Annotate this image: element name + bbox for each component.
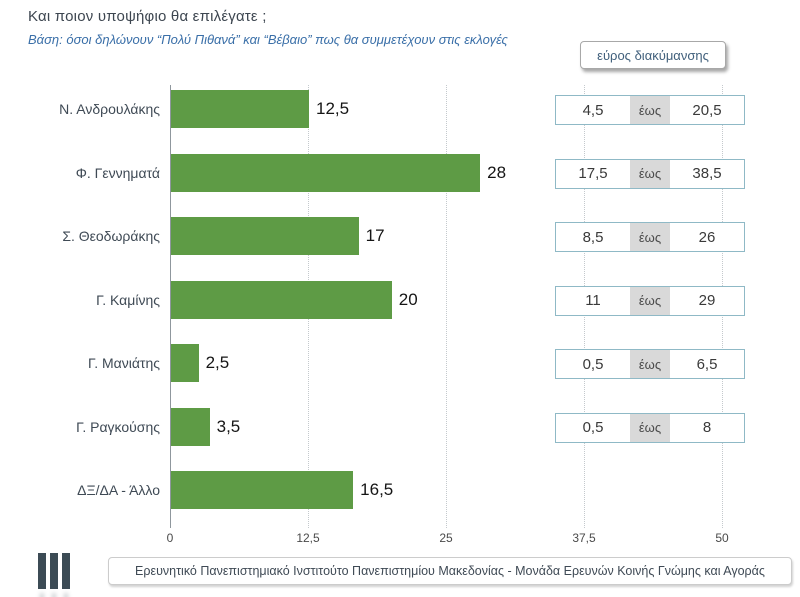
bar-value-label: 17 <box>365 226 385 245</box>
x-tick-label: 37,5 <box>572 531 596 545</box>
range-low: 0,5 <box>582 419 604 436</box>
logo-bar <box>62 553 70 589</box>
range-high: 29 <box>698 292 716 309</box>
bar-value-label: 16,5 <box>360 480 394 499</box>
category-label: Γ. Καμίνης <box>96 291 160 308</box>
x-tick-label: 50 <box>715 531 729 545</box>
category-label: Σ. Θεοδωράκης <box>62 228 160 244</box>
gridline <box>446 85 447 528</box>
logo-bar <box>50 553 58 589</box>
range-low: 0,5 <box>582 355 604 373</box>
range-box: 0,5 έως 6,5 <box>555 349 745 379</box>
range-box: 8,5 έως 26 <box>555 222 745 252</box>
bar <box>171 344 199 382</box>
range-high: 6,5 <box>696 355 718 373</box>
x-tick-label: 25 <box>439 531 453 545</box>
range-separator-eos: έως <box>630 286 670 315</box>
range-separator-eos: έως <box>630 413 670 442</box>
range-box: 11 έως 29 <box>555 285 745 316</box>
bar <box>171 280 392 319</box>
range-high: 26 <box>698 228 716 246</box>
institute-logo <box>38 553 70 589</box>
bar-value-label: 12,5 <box>316 99 350 118</box>
range-box: 4,5 έως 20,5 <box>555 95 745 125</box>
category-label: ΔΞ/ΔΑ - Άλλο <box>77 482 160 498</box>
bar <box>171 471 354 509</box>
bar-value-label: 28 <box>487 162 507 182</box>
range-legend-box: εύρος διακύμανσης <box>580 41 726 69</box>
range-low: 4,5 <box>582 101 604 119</box>
base-note: Βάση: όσοι δηλώνουν “Πολύ Πιθανά” και “Β… <box>28 32 508 47</box>
range-separator-eos: έως <box>630 223 670 251</box>
page-title: Και ποιον υποψήφιο θα επιλέγατε ; <box>28 8 267 25</box>
x-tick-label: 0 <box>166 531 174 545</box>
logo-bar <box>38 553 46 589</box>
range-separator-eos: έως <box>630 159 670 188</box>
category-label: Φ. Γεννηματά <box>75 164 160 181</box>
bar <box>171 407 210 446</box>
footer-credit: Ερευνητικό Πανεπιστημιακό Ινστιτούτο Παν… <box>108 557 792 585</box>
x-tick-label: 12,5 <box>296 531 320 545</box>
range-low: 11 <box>585 292 601 309</box>
range-box: 17,5 έως 38,5 <box>555 158 745 189</box>
bar-value-label: 3,5 <box>216 416 241 436</box>
bar <box>171 90 309 128</box>
category-label: Γ. Ραγκούσης <box>76 418 160 435</box>
category-label: Γ. Μανιάτης <box>88 355 160 371</box>
y-axis-line <box>170 85 171 528</box>
range-high: 38,5 <box>692 165 722 182</box>
range-box: 0,5 έως 8 <box>555 412 745 443</box>
range-high: 20,5 <box>692 101 722 119</box>
range-low: 8,5 <box>582 228 604 246</box>
category-label: Ν. Ανδρουλάκης <box>59 101 160 117</box>
bar <box>171 217 359 255</box>
bar-value-label: 20 <box>398 289 418 309</box>
range-separator-eos: έως <box>630 350 670 378</box>
range-high: 8 <box>702 419 712 436</box>
bar <box>171 153 481 192</box>
range-separator-eos: έως <box>630 96 670 124</box>
range-low: 17,5 <box>578 165 608 182</box>
bar-value-label: 2,5 <box>205 353 230 372</box>
